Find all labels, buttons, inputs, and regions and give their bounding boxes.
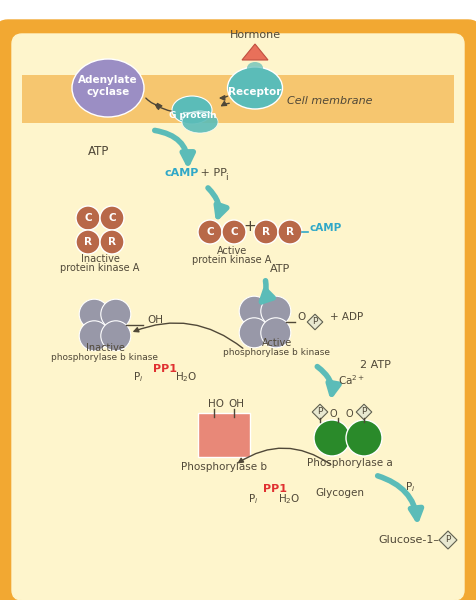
Text: C: C bbox=[84, 213, 91, 223]
Text: protein kinase A: protein kinase A bbox=[60, 263, 139, 273]
Ellipse shape bbox=[247, 62, 262, 74]
Text: PP1: PP1 bbox=[262, 484, 287, 494]
Circle shape bbox=[238, 296, 268, 326]
Ellipse shape bbox=[182, 111, 218, 133]
Text: OH: OH bbox=[228, 399, 244, 409]
Text: G protein: G protein bbox=[169, 110, 217, 119]
Text: Adenylate
cyclase: Adenylate cyclase bbox=[78, 75, 138, 97]
Text: H$_2$O: H$_2$O bbox=[278, 492, 300, 506]
Text: P: P bbox=[445, 535, 450, 544]
Circle shape bbox=[238, 318, 268, 348]
Text: ATP: ATP bbox=[88, 145, 109, 158]
Polygon shape bbox=[356, 404, 371, 420]
Text: O: O bbox=[345, 409, 353, 419]
Circle shape bbox=[100, 299, 130, 329]
Circle shape bbox=[100, 206, 124, 230]
Ellipse shape bbox=[172, 96, 211, 124]
Text: R: R bbox=[108, 237, 116, 247]
Text: O: O bbox=[329, 409, 337, 419]
Text: Phosphorylase b: Phosphorylase b bbox=[180, 462, 267, 472]
Polygon shape bbox=[307, 314, 322, 330]
Circle shape bbox=[79, 321, 109, 351]
Polygon shape bbox=[312, 404, 327, 420]
Text: Active: Active bbox=[261, 338, 291, 348]
Circle shape bbox=[260, 296, 290, 326]
Circle shape bbox=[345, 420, 381, 456]
Text: Receptor: Receptor bbox=[228, 87, 281, 97]
Text: Inactive: Inactive bbox=[85, 343, 124, 353]
Text: R: R bbox=[261, 227, 269, 237]
Circle shape bbox=[76, 230, 100, 254]
Circle shape bbox=[76, 206, 100, 230]
Circle shape bbox=[100, 321, 130, 351]
Polygon shape bbox=[438, 531, 456, 549]
Text: Phosphorylase a: Phosphorylase a bbox=[307, 458, 392, 468]
Text: OH: OH bbox=[147, 315, 163, 325]
Text: Hormone: Hormone bbox=[229, 30, 280, 40]
Circle shape bbox=[313, 420, 349, 456]
Text: phosphorylase b kinase: phosphorylase b kinase bbox=[51, 353, 158, 362]
Circle shape bbox=[79, 299, 109, 329]
FancyBboxPatch shape bbox=[12, 34, 463, 600]
Text: Glycogen: Glycogen bbox=[314, 488, 363, 498]
Text: Active: Active bbox=[217, 246, 247, 256]
Text: O: O bbox=[297, 312, 305, 322]
Text: C: C bbox=[108, 213, 116, 223]
Text: R: R bbox=[286, 227, 293, 237]
FancyBboxPatch shape bbox=[198, 413, 249, 457]
Text: HO: HO bbox=[208, 399, 224, 409]
Text: P: P bbox=[317, 407, 322, 416]
Text: P: P bbox=[312, 317, 317, 326]
Circle shape bbox=[278, 220, 301, 244]
Text: i: i bbox=[225, 173, 227, 182]
FancyBboxPatch shape bbox=[0, 20, 476, 600]
Text: Inactive: Inactive bbox=[80, 254, 119, 264]
Text: cAMP: cAMP bbox=[309, 223, 342, 233]
Text: C: C bbox=[230, 227, 238, 237]
Circle shape bbox=[198, 220, 221, 244]
Text: Glucose-1–: Glucose-1– bbox=[377, 535, 438, 545]
Text: 2 ATP: 2 ATP bbox=[359, 360, 390, 370]
Text: ATP: ATP bbox=[269, 264, 289, 274]
Text: PP1: PP1 bbox=[153, 364, 177, 374]
Text: phosphorylase b kinase: phosphorylase b kinase bbox=[223, 348, 330, 357]
Text: protein kinase A: protein kinase A bbox=[192, 255, 271, 265]
Text: + ADP: + ADP bbox=[329, 312, 363, 322]
Text: P$_i$: P$_i$ bbox=[133, 370, 143, 384]
FancyBboxPatch shape bbox=[22, 75, 453, 123]
Circle shape bbox=[260, 318, 290, 348]
Text: C: C bbox=[206, 227, 213, 237]
Text: R: R bbox=[84, 237, 92, 247]
Text: +: + bbox=[243, 219, 256, 234]
Text: Cell membrane: Cell membrane bbox=[287, 96, 372, 106]
Circle shape bbox=[100, 230, 124, 254]
Text: cAMP: cAMP bbox=[165, 168, 199, 178]
Circle shape bbox=[253, 220, 278, 244]
Text: Ca$^{2+}$: Ca$^{2+}$ bbox=[337, 373, 364, 387]
Ellipse shape bbox=[227, 67, 282, 109]
Ellipse shape bbox=[72, 59, 144, 117]
Text: P$_i$: P$_i$ bbox=[404, 480, 415, 494]
Text: H$_2$O: H$_2$O bbox=[175, 370, 197, 384]
Circle shape bbox=[221, 220, 246, 244]
Text: P$_i$: P$_i$ bbox=[248, 492, 258, 506]
Text: P: P bbox=[360, 407, 366, 416]
Text: + PP: + PP bbox=[197, 168, 227, 178]
Polygon shape bbox=[241, 44, 268, 60]
